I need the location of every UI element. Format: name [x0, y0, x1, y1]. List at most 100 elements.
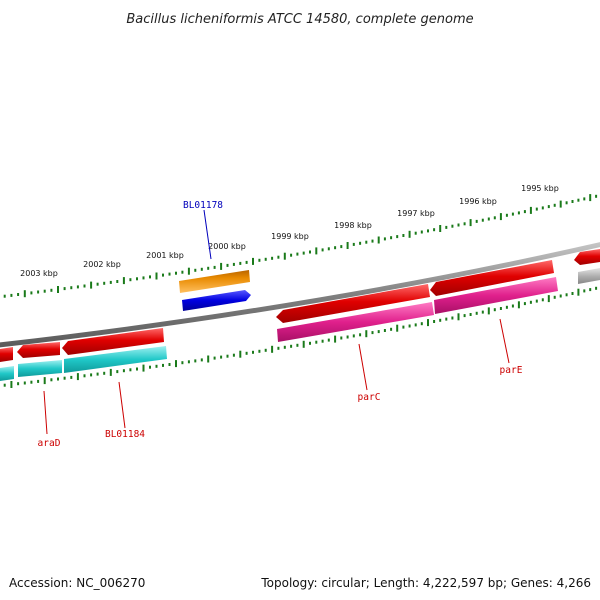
outer-ruler-minor-tick: [427, 229, 429, 233]
label-parE[interactable]: parE: [500, 365, 523, 376]
inner-ruler-ticks: [3, 286, 598, 388]
inner-ruler-minor-tick: [17, 382, 20, 386]
label-araD[interactable]: araD: [38, 438, 61, 449]
inner-ruler-minor-tick: [463, 314, 466, 318]
inner-ruler-minor-tick: [377, 330, 380, 334]
inner-ruler-major-tick: [271, 345, 274, 353]
inner-ruler-minor-tick: [445, 317, 448, 321]
inner-ruler-minor-tick: [63, 376, 66, 380]
outer-ruler-minor-tick: [433, 228, 436, 232]
outer-ruler-minor-tick: [340, 245, 343, 249]
outer-ruler-major-tick: [122, 277, 125, 285]
outer-ruler-major-tick: [220, 262, 223, 270]
gene-cyan-araD[interactable]: [18, 360, 62, 377]
outer-ruler-minor-tick: [207, 266, 210, 270]
outer-ruler-major-tick: [377, 236, 380, 244]
gene-cyan-BL01184[interactable]: [64, 346, 167, 373]
leader-line-parE: [499, 318, 510, 364]
gene-magenta-parE[interactable]: [434, 277, 558, 314]
gene-red-left-edge[interactable]: [0, 347, 13, 362]
inner-ruler-minor-tick: [129, 368, 132, 372]
outer-ruler-minor-tick: [109, 280, 112, 284]
ruler-label-1997-kbp: 1997 kbp: [397, 209, 435, 218]
inner-ruler-minor-tick: [194, 359, 197, 363]
outer-ruler-minor-tick: [535, 207, 538, 211]
inner-ruler-minor-tick: [433, 320, 436, 323]
gene-red-parC[interactable]: [276, 284, 430, 323]
outer-ruler-major-tick: [529, 206, 532, 214]
inner-ruler-minor-tick: [327, 338, 330, 342]
inner-ruler-minor-tick: [352, 334, 355, 338]
gene-red-BL01184[interactable]: [62, 328, 164, 355]
inner-ruler-minor-tick: [220, 355, 223, 359]
outer-ruler-minor-tick: [63, 287, 66, 291]
gene-gray-right-edge[interactable]: [578, 268, 600, 284]
outer-ruler-major-tick: [559, 200, 562, 208]
outer-ruler-minor-tick: [232, 262, 235, 266]
outer-ruler-minor-tick: [511, 212, 514, 216]
outer-ruler-minor-tick: [83, 284, 86, 288]
outer-ruler-minor-tick: [175, 271, 177, 275]
inner-ruler-minor-tick: [277, 346, 280, 350]
inner-ruler-minor-tick: [414, 323, 417, 327]
inner-ruler-minor-tick: [553, 295, 556, 299]
gene-magenta-parC[interactable]: [277, 302, 434, 342]
gene-red-parE[interactable]: [430, 260, 554, 296]
outer-ruler-minor-tick: [50, 288, 53, 292]
leader-line-parC: [358, 343, 368, 391]
ruler-labels: 2003 kbp 2002 kbp 2001 kbp 2000 kbp 1999…: [20, 184, 559, 278]
label-parC[interactable]: parC: [358, 392, 381, 403]
outer-ruler-minor-tick: [116, 280, 119, 283]
inner-ruler-minor-tick: [475, 311, 478, 315]
gene-cyan-left-edge[interactable]: [0, 366, 14, 381]
outer-ruler-minor-tick: [517, 211, 520, 215]
gene-orange[interactable]: [179, 270, 250, 293]
inner-ruler-major-tick: [76, 373, 79, 381]
inner-ruler-minor-tick: [252, 350, 254, 354]
leader-line-BL01184: [118, 381, 126, 429]
inner-ruler-minor-tick: [420, 322, 423, 326]
gene-blue-BL01178[interactable]: [182, 290, 251, 311]
outer-ruler-minor-tick: [103, 281, 106, 285]
outer-ruler-minor-tick: [321, 248, 324, 252]
outer-ruler-minor-tick: [277, 255, 280, 259]
gene-red-right-edge[interactable]: [574, 249, 600, 265]
inner-ruler-minor-tick: [90, 373, 93, 377]
inner-ruler-minor-tick: [50, 378, 53, 382]
ruler-label-1996-kbp: 1996 kbp: [459, 197, 497, 206]
outer-ruler-major-tick: [469, 219, 472, 227]
inner-ruler-minor-tick: [309, 341, 311, 345]
inner-ruler-minor-tick: [383, 329, 386, 332]
outer-ruler-major-tick: [283, 252, 286, 260]
gene-red-araD[interactable]: [17, 342, 60, 358]
ruler-label-1999-kbp: 1999 kbp: [271, 232, 309, 241]
outer-ruler-major-tick: [589, 194, 592, 202]
inner-ruler-minor-tick: [187, 360, 190, 364]
inner-ruler-minor-tick: [371, 331, 374, 335]
label-BL01178[interactable]: BL01178: [183, 200, 223, 211]
outer-ruler-major-tick: [499, 213, 502, 221]
outer-ruler-major-tick: [408, 230, 411, 238]
inner-ruler-minor-tick: [481, 310, 484, 314]
inner-ruler-minor-tick: [529, 300, 532, 304]
outer-ruler-major-tick: [23, 290, 26, 298]
outer-ruler-minor-tick: [396, 235, 399, 239]
outer-ruler-minor-tick: [420, 230, 423, 234]
inner-ruler-major-tick: [457, 313, 460, 321]
inner-ruler-major-tick: [239, 350, 242, 358]
inner-ruler-minor-tick: [162, 363, 164, 367]
inner-ruler-minor-tick: [523, 302, 526, 306]
outer-ruler-minor-tick: [226, 263, 229, 267]
outer-ruler-minor-tick: [129, 278, 132, 282]
outer-ruler-minor-tick: [334, 246, 337, 250]
outer-ruler-minor-tick: [264, 257, 267, 261]
outer-ruler-minor-tick: [457, 223, 460, 227]
inner-ruler-minor-tick: [290, 344, 293, 348]
leader-line-araD: [43, 390, 48, 435]
outer-ruler-minor-tick: [463, 222, 466, 226]
inner-ruler-major-tick: [487, 307, 490, 315]
outer-ruler-minor-tick: [577, 198, 580, 202]
inner-ruler-minor-tick: [30, 380, 33, 384]
outer-ruler-minor-tick: [271, 256, 274, 260]
label-BL01184[interactable]: BL01184: [105, 429, 145, 440]
